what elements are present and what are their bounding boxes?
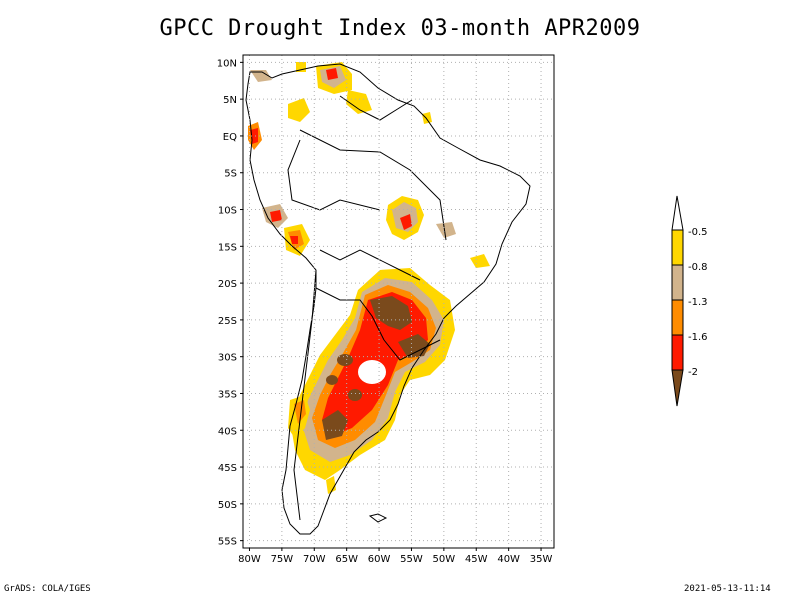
- longitude-tick-label: 60W: [368, 554, 391, 565]
- longitude-tick-label: 45W: [465, 554, 488, 565]
- drought-region-orange: [294, 400, 306, 424]
- colorbar-swatch-3: [671, 299, 684, 336]
- drought-region-yellow: [346, 90, 372, 114]
- longitude-tick-label: 65W: [335, 554, 358, 565]
- drought-region-yellow: [288, 98, 310, 122]
- drought-core-brown: [370, 296, 412, 330]
- drought-region-tan: [436, 222, 456, 238]
- latitude-tick-label: 50S: [218, 500, 237, 511]
- latitude-ticks: 10N 5N EQ 5S 10S 15S 20S 25S 30S 35S 40S 45S 50S 55S: [217, 58, 243, 548]
- colorbar-top-triangle: [671, 195, 684, 231]
- drought-region-yellow: [470, 254, 490, 268]
- latitude-tick-label: EQ: [223, 132, 237, 143]
- plot-frame: [242, 54, 555, 549]
- falkland-islands: [368, 513, 388, 523]
- map-title: GPCC Drought Index 03-month APR2009: [159, 16, 641, 41]
- drought-region-yellow: [422, 112, 432, 124]
- latitude-tick-label: 5S: [224, 169, 237, 180]
- drought-core-brown: [398, 334, 430, 358]
- longitude-tick-label: 40W: [497, 554, 520, 565]
- land-outlines: [245, 63, 531, 535]
- longitude-tick-label: 70W: [303, 554, 326, 565]
- latitude-tick-label: 10S: [218, 206, 237, 217]
- longitude-tick-label: 50W: [433, 554, 456, 565]
- colorbar-label: -1.6: [688, 332, 708, 343]
- drought-region-red: [400, 214, 412, 230]
- country-border: [339, 95, 413, 121]
- country-border: [299, 129, 447, 241]
- country-border: [319, 249, 421, 281]
- latitude-tick-label: 40S: [218, 426, 237, 437]
- country-border: [383, 339, 441, 361]
- drought-shading: [248, 62, 490, 494]
- drought-core-brown: [348, 389, 362, 401]
- country-border: [287, 139, 381, 211]
- colorbar-swatch-1: [671, 229, 684, 266]
- drought-core-brown: [337, 354, 353, 366]
- latitude-tick-label: 25S: [218, 316, 237, 327]
- colorbar-swatch-2: [671, 264, 684, 301]
- longitude-tick-label: 80W: [238, 554, 261, 565]
- south-america-coastline: [245, 63, 531, 535]
- longitude-tick-label: 35W: [530, 554, 553, 565]
- latitude-tick-label: 45S: [218, 463, 237, 474]
- longitude-tick-label: 75W: [271, 554, 294, 565]
- longitude-ticks: 80W 75W 70W 65W 60W 55W 50W 45W 40W 35W: [238, 548, 552, 565]
- drought-region-yellow: [326, 476, 336, 494]
- drought-core-brown: [326, 375, 338, 385]
- drought-region-red: [326, 68, 338, 80]
- country-border: [315, 287, 385, 341]
- latitude-tick-label: 35S: [218, 389, 237, 400]
- latitude-tick-label: 30S: [218, 353, 237, 364]
- colorbar-label: -1.3: [688, 297, 708, 308]
- colorbar-bottom-triangle: [671, 369, 684, 407]
- colorbar-labels: -0.5 -0.8 -1.3 -1.6 -2: [688, 227, 708, 378]
- latitude-tick-label: 5N: [223, 95, 237, 106]
- latitude-tick-label: 15S: [218, 242, 237, 253]
- latitude-tick-label: 10N: [217, 58, 237, 69]
- drought-region-tan: [250, 70, 272, 82]
- colorbar-label: -0.8: [688, 262, 708, 273]
- drought-region-red: [270, 210, 282, 222]
- colorbar-legend: -0.5 -0.8 -1.3 -1.6 -2: [671, 195, 708, 407]
- colorbar-label: -2: [688, 367, 698, 378]
- colorbar-label: -0.5: [688, 227, 708, 238]
- drought-core-brown: [322, 410, 348, 440]
- latitude-tick-label: 20S: [218, 279, 237, 290]
- country-border: [293, 269, 317, 521]
- non-drought-gap: [358, 360, 386, 384]
- colorbar-swatch-4: [671, 334, 684, 371]
- footer-credit: GrADS: COLA/IGES: [4, 584, 91, 594]
- latitude-tick-label: 55S: [218, 537, 237, 548]
- drought-region-red: [290, 236, 298, 244]
- longitude-tick-label: 55W: [400, 554, 423, 565]
- footer-timestamp: 2021-05-13-11:14: [684, 584, 771, 594]
